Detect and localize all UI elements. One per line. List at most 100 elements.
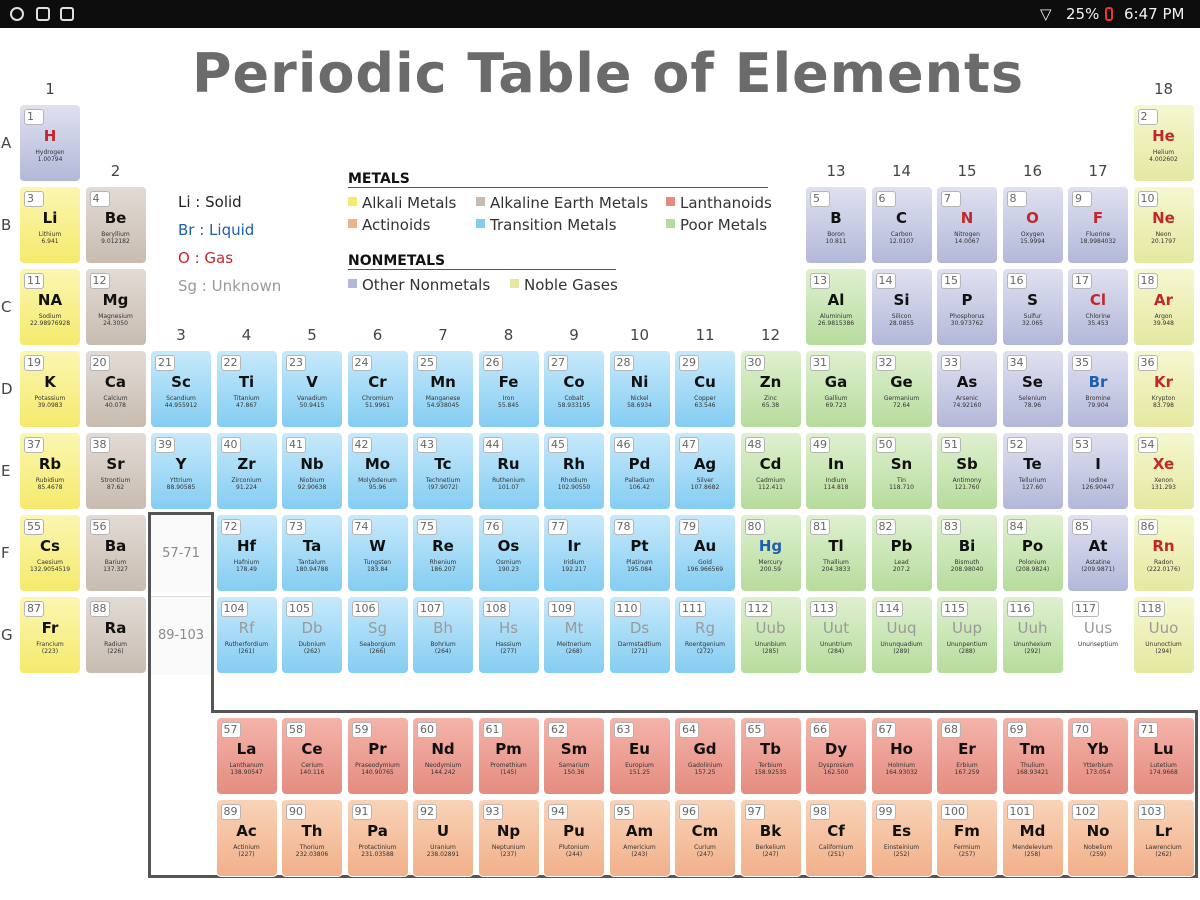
element-sr[interactable]: 38 Sr Strontium 87.62	[84, 432, 147, 510]
element-rn[interactable]: 86 Rn Radon (222.0176)	[1132, 514, 1195, 592]
element-ac[interactable]: 89 Ac Actinium (227)	[215, 799, 278, 877]
element-h[interactable]: 1 H Hydrogen 1.00794	[19, 104, 81, 182]
element-ta[interactable]: 73 Ta Tantalum 180.94788	[281, 514, 343, 592]
element-lu[interactable]: 71 Lu Lutetium 174.9668	[1132, 717, 1195, 795]
element-sg[interactable]: 106 Sg Seaborgium (266)	[346, 596, 409, 674]
element-po[interactable]: 84 Po Polonium (208.9824)	[1001, 514, 1064, 592]
element-pa[interactable]: 91 Pa Protactinium 231.03588	[346, 799, 409, 877]
element-tc[interactable]: 43 Tc Technetium (97.9072)	[412, 432, 474, 510]
element-na[interactable]: 11 NA Sodium 22.98976928	[19, 268, 81, 346]
element-zn[interactable]: 30 Zn Zinc 65.38	[739, 350, 802, 428]
element-c[interactable]: 6 C Carbon 12.0107	[870, 186, 933, 264]
element-fm[interactable]: 100 Fm Fermium (257)	[936, 799, 998, 877]
element-ar[interactable]: 18 Ar Argon 39.948	[1132, 268, 1195, 346]
element-cd[interactable]: 48 Cd Cadmium 112.411	[739, 432, 802, 510]
element-bh[interactable]: 107 Bh Bohrium (264)	[412, 596, 474, 674]
element-rg[interactable]: 111 Rg Roentgenium (272)	[674, 596, 736, 674]
element-u[interactable]: 92 U Uranium 238.02891	[412, 799, 474, 877]
element-cr[interactable]: 24 Cr Chromium 51.9961	[346, 350, 409, 428]
element-ds[interactable]: 110 Ds Darmstadtium (271)	[608, 596, 671, 674]
element-uuq[interactable]: 114 Uuq Ununquadium (289)	[870, 596, 933, 674]
element-sm[interactable]: 62 Sm Samarium 150.36	[543, 717, 605, 795]
element-pm[interactable]: 61 Pm Promethium (145)	[477, 717, 540, 795]
element-o[interactable]: 8 O Oxygen 15.9994	[1001, 186, 1064, 264]
element-ca[interactable]: 20 Ca Calcium 40.078	[84, 350, 147, 428]
element-zr[interactable]: 40 Zr Zirconium 91.224	[215, 432, 278, 510]
element-nd[interactable]: 60 Nd Neodymium 144.242	[412, 717, 474, 795]
element-mn[interactable]: 25 Mn Manganese 54.938045	[412, 350, 474, 428]
element-mt[interactable]: 109 Mt Meitnerium (268)	[543, 596, 605, 674]
element-ag[interactable]: 47 Ag Silver 107.8682	[674, 432, 736, 510]
element-n[interactable]: 7 N Nitrogen 14.0067	[936, 186, 998, 264]
element-se[interactable]: 34 Se Selenium 78.96	[1001, 350, 1064, 428]
element-hs[interactable]: 108 Hs Hassium (277)	[477, 596, 540, 674]
element-sb[interactable]: 51 Sb Antimony 121.760	[936, 432, 998, 510]
element-i[interactable]: 53 I Iodine 126.90447	[1067, 432, 1129, 510]
element-tm[interactable]: 69 Tm Thulium 168.93421	[1001, 717, 1064, 795]
element-nb[interactable]: 41 Nb Niobium 92.90638	[281, 432, 343, 510]
element-cu[interactable]: 29 Cu Copper 63.546	[674, 350, 736, 428]
element-th[interactable]: 90 Th Thorium 232.03806	[281, 799, 343, 877]
element-cm[interactable]: 96 Cm Curium (247)	[674, 799, 736, 877]
element-eu[interactable]: 63 Eu Europium 151.25	[608, 717, 671, 795]
element-ho[interactable]: 67 Ho Holmium 164.93032	[870, 717, 933, 795]
element-os[interactable]: 76 Os Osmium 190.23	[477, 514, 540, 592]
element-sc[interactable]: 21 Sc Scandium 44.955912	[150, 350, 212, 428]
element-uup[interactable]: 115 Uup Ununpentium (288)	[936, 596, 998, 674]
element-rh[interactable]: 45 Rh Rhodium 102.90550	[543, 432, 605, 510]
element-rb[interactable]: 37 Rb Rubidium 85.4678	[19, 432, 81, 510]
element-db[interactable]: 105 Db Dubnium (262)	[281, 596, 343, 674]
element-he[interactable]: 2 He Helium 4.002602	[1132, 104, 1195, 182]
element-te[interactable]: 52 Te Tellurium 127.60	[1001, 432, 1064, 510]
element-la[interactable]: 57 La Lanthanum 138.90547	[215, 717, 278, 795]
element-in[interactable]: 49 In Indium 114.818	[805, 432, 867, 510]
element-md[interactable]: 101 Md Mendelevium (258)	[1001, 799, 1064, 877]
element-pr[interactable]: 59 Pr Praseodymium 140.90765	[346, 717, 409, 795]
element-fe[interactable]: 26 Fe Iron 55.845	[477, 350, 540, 428]
element-yb[interactable]: 70 Yb Ytterbium 173.054	[1067, 717, 1129, 795]
element-uuo[interactable]: 118 Uuo Ununoctium (294)	[1132, 596, 1195, 674]
element-am[interactable]: 95 Am Americium (243)	[608, 799, 671, 877]
element-dy[interactable]: 66 Dy Dysprosium 162.500	[805, 717, 867, 795]
element-re[interactable]: 75 Re Rhenium 186.207	[412, 514, 474, 592]
element-np[interactable]: 93 Np Neptunium (237)	[477, 799, 540, 877]
element-li[interactable]: 3 Li Lithium 6.941	[19, 186, 81, 264]
element-fr[interactable]: 87 Fr Francium (223)	[19, 596, 81, 674]
element-uut[interactable]: 113 Uut Ununtrium (284)	[805, 596, 867, 674]
element-uuh[interactable]: 116 Uuh Ununhexium (292)	[1001, 596, 1064, 674]
element-no[interactable]: 102 No Nobelium (259)	[1067, 799, 1129, 877]
element-gd[interactable]: 64 Gd Gadolinium 157.25	[674, 717, 736, 795]
element-pb[interactable]: 82 Pb Lead 207.2	[870, 514, 933, 592]
element-bi[interactable]: 83 Bi Bismuth 208.98040	[936, 514, 998, 592]
element-pu[interactable]: 94 Pu Plutonium (244)	[543, 799, 605, 877]
element-v[interactable]: 23 V Vanadium 50.9415	[281, 350, 343, 428]
element-pd[interactable]: 46 Pd Palladium 106.42	[608, 432, 671, 510]
element-tb[interactable]: 65 Tb Terbium 158.92535	[739, 717, 802, 795]
element-ce[interactable]: 58 Ce Cerium 140.116	[281, 717, 343, 795]
element-y[interactable]: 39 Y Yttrium 88.90585	[150, 432, 212, 510]
element-ti[interactable]: 22 Ti Titanium 47.867	[215, 350, 278, 428]
element-si[interactable]: 14 Si Silicon 28.0855	[870, 268, 933, 346]
element-mo[interactable]: 42 Mo Molybdenum 95.96	[346, 432, 409, 510]
element-ru[interactable]: 44 Ru Ruthenium 101.07	[477, 432, 540, 510]
element-as[interactable]: 33 As Arsenic 74.92160	[936, 350, 998, 428]
element-bk[interactable]: 97 Bk Berkelium (247)	[739, 799, 802, 877]
element-er[interactable]: 68 Er Erbium 167.259	[936, 717, 998, 795]
element-ni[interactable]: 28 Ni Nickel 58.6934	[608, 350, 671, 428]
element-be[interactable]: 4 Be Beryllium 9.012182	[84, 186, 147, 264]
element-k[interactable]: 19 K Potassium 39.0983	[19, 350, 81, 428]
element-hf[interactable]: 72 Hf Hafnium 178.49	[215, 514, 278, 592]
element-f[interactable]: 9 F Fluorine 18.9984032	[1067, 186, 1129, 264]
element-xe[interactable]: 54 Xe Xenon 131.293	[1132, 432, 1195, 510]
element-pt[interactable]: 78 Pt Platinum 195.084	[608, 514, 671, 592]
element-co[interactable]: 27 Co Cobalt 58.933195	[543, 350, 605, 428]
element-kr[interactable]: 36 Kr Krypton 83.798	[1132, 350, 1195, 428]
element-ba[interactable]: 56 Ba Barium 137.327	[84, 514, 147, 592]
element-b[interactable]: 5 B Boron 10.811	[805, 186, 867, 264]
element-cs[interactable]: 55 Cs Caesium 132.9054519	[19, 514, 81, 592]
element-cl[interactable]: 17 Cl Chlorine 35.453	[1067, 268, 1129, 346]
element-ir[interactable]: 77 Ir Iridium 192.217	[543, 514, 605, 592]
element-p[interactable]: 15 P Phosphorus 30.973762	[936, 268, 998, 346]
element-au[interactable]: 79 Au Gold 196.966569	[674, 514, 736, 592]
element-ga[interactable]: 31 Ga Gallium 69.723	[805, 350, 867, 428]
